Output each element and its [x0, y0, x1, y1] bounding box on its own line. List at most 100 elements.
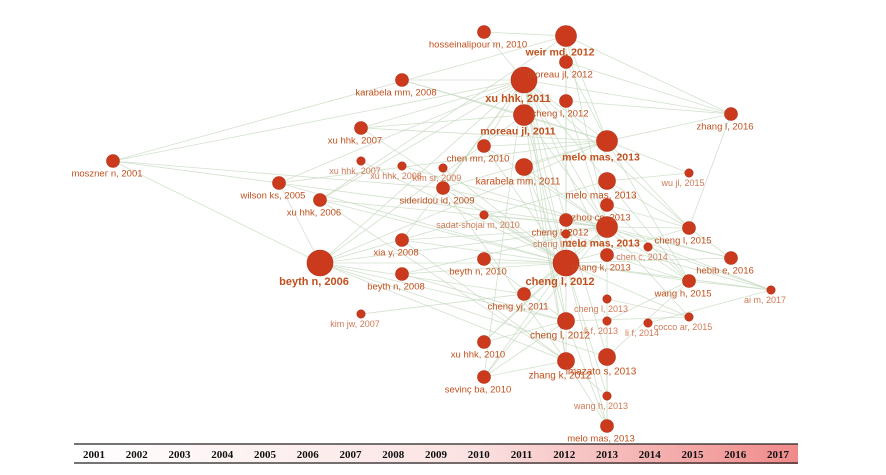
- reference-node-label: cheng l, 2012: [525, 276, 594, 288]
- reference-node[interactable]: [600, 419, 614, 433]
- citation-edge: [565, 320, 608, 427]
- citation-edge: [483, 262, 567, 378]
- citation-edge: [401, 79, 525, 116]
- citation-edge: [565, 227, 690, 264]
- citation-edge: [319, 180, 608, 264]
- citation-edge: [565, 360, 608, 397]
- reference-node[interactable]: [477, 335, 491, 349]
- reference-node-label: xu hhk, 2007: [329, 166, 381, 176]
- reference-node[interactable]: [106, 154, 120, 168]
- reference-node[interactable]: [684, 168, 694, 178]
- citation-edge: [319, 79, 525, 201]
- citation-edge: [278, 79, 525, 184]
- reference-node[interactable]: [766, 285, 776, 295]
- citation-edge: [523, 79, 732, 115]
- reference-node[interactable]: [477, 25, 491, 39]
- reference-node[interactable]: [552, 249, 580, 277]
- reference-node[interactable]: [395, 267, 409, 281]
- reference-node[interactable]: [356, 156, 366, 166]
- citation-edge: [401, 79, 525, 241]
- citation-edge: [523, 166, 567, 322]
- reference-node[interactable]: [598, 172, 616, 190]
- reference-node-label: karabela mm, 2008: [355, 88, 436, 99]
- reference-node[interactable]: [438, 163, 448, 173]
- reference-node[interactable]: [600, 248, 614, 262]
- reference-node[interactable]: [395, 73, 409, 87]
- reference-node[interactable]: [559, 213, 573, 227]
- timeline-year-label: 2010: [468, 449, 491, 461]
- reference-node[interactable]: [602, 316, 612, 326]
- reference-node[interactable]: [436, 181, 450, 195]
- citation-edge: [523, 114, 567, 264]
- reference-node[interactable]: [559, 55, 573, 69]
- reference-node[interactable]: [477, 370, 491, 384]
- reference-node-label: mosznег n, 2001: [71, 169, 142, 180]
- citation-edge: [565, 262, 772, 291]
- reference-node-label: li f, 2013: [584, 326, 618, 336]
- reference-node[interactable]: [513, 104, 535, 126]
- reference-node[interactable]: [643, 318, 653, 328]
- citation-edge: [565, 219, 732, 259]
- citation-edge: [606, 298, 690, 318]
- reference-node-label: chen c, 2014: [616, 252, 668, 262]
- citation-edge: [112, 79, 525, 162]
- reference-node-label: xu hhk, 2008: [370, 171, 422, 181]
- reference-node[interactable]: [356, 309, 366, 319]
- timeline-year-label: 2005: [254, 449, 277, 461]
- reference-node[interactable]: [682, 274, 696, 288]
- reference-node-label: sadat-shojai m, 2010: [436, 220, 520, 230]
- citation-edge: [606, 140, 690, 282]
- reference-node[interactable]: [602, 391, 612, 401]
- reference-node[interactable]: [479, 210, 489, 220]
- reference-node[interactable]: [600, 198, 614, 212]
- reference-node[interactable]: [515, 158, 533, 176]
- citation-edge: [523, 114, 608, 142]
- reference-node[interactable]: [559, 94, 573, 108]
- reference-node[interactable]: [272, 176, 286, 190]
- reference-node[interactable]: [602, 294, 612, 304]
- reference-node-label: xia y, 2008: [373, 248, 418, 259]
- edge-layer: [112, 31, 772, 427]
- reference-node-label: xu hhk, 2007: [328, 136, 382, 147]
- timeline-year-label: 2016: [724, 449, 747, 461]
- citation-edge: [523, 79, 608, 228]
- reference-node[interactable]: [397, 161, 407, 171]
- reference-node[interactable]: [724, 251, 738, 265]
- reference-node[interactable]: [557, 312, 575, 330]
- citation-edge: [483, 145, 608, 228]
- citation-edge: [688, 113, 732, 229]
- reference-node-label: xu hhk, 2011: [485, 93, 550, 105]
- timeline-year-label: 2004: [211, 449, 234, 461]
- reference-node[interactable]: [596, 216, 618, 238]
- reference-node-label: melo mas, 2013: [562, 152, 640, 164]
- reference-node[interactable]: [354, 121, 368, 135]
- reference-node[interactable]: [517, 287, 531, 301]
- reference-node[interactable]: [477, 252, 491, 266]
- reference-node[interactable]: [598, 348, 616, 366]
- reference-node[interactable]: [724, 107, 738, 121]
- reference-node[interactable]: [643, 242, 653, 252]
- reference-node[interactable]: [557, 352, 575, 370]
- reference-node[interactable]: [477, 139, 491, 153]
- reference-node[interactable]: [313, 193, 327, 207]
- reference-node[interactable]: [510, 66, 538, 94]
- citation-edge: [523, 79, 567, 362]
- reference-node-label: moreau jl, 2012: [527, 70, 592, 81]
- citation-edge: [319, 114, 525, 264]
- reference-node[interactable]: [555, 25, 577, 47]
- reference-node[interactable]: [395, 233, 409, 247]
- citation-edge: [606, 226, 690, 282]
- citation-edge: [688, 280, 772, 291]
- reference-node[interactable]: [684, 312, 694, 322]
- citation-edge: [360, 293, 525, 315]
- reference-node-label: hebib e, 2016: [696, 266, 754, 277]
- reference-node-label: kim sr, 2009: [413, 173, 462, 183]
- reference-node[interactable]: [682, 221, 696, 235]
- citation-edge: [319, 199, 567, 362]
- reference-node-label: wilson ks, 2005: [240, 191, 306, 202]
- node-layer: [106, 25, 776, 433]
- reference-node[interactable]: [561, 229, 571, 239]
- citation-edge: [112, 35, 567, 162]
- reference-node[interactable]: [596, 130, 618, 152]
- reference-node[interactable]: [306, 249, 334, 277]
